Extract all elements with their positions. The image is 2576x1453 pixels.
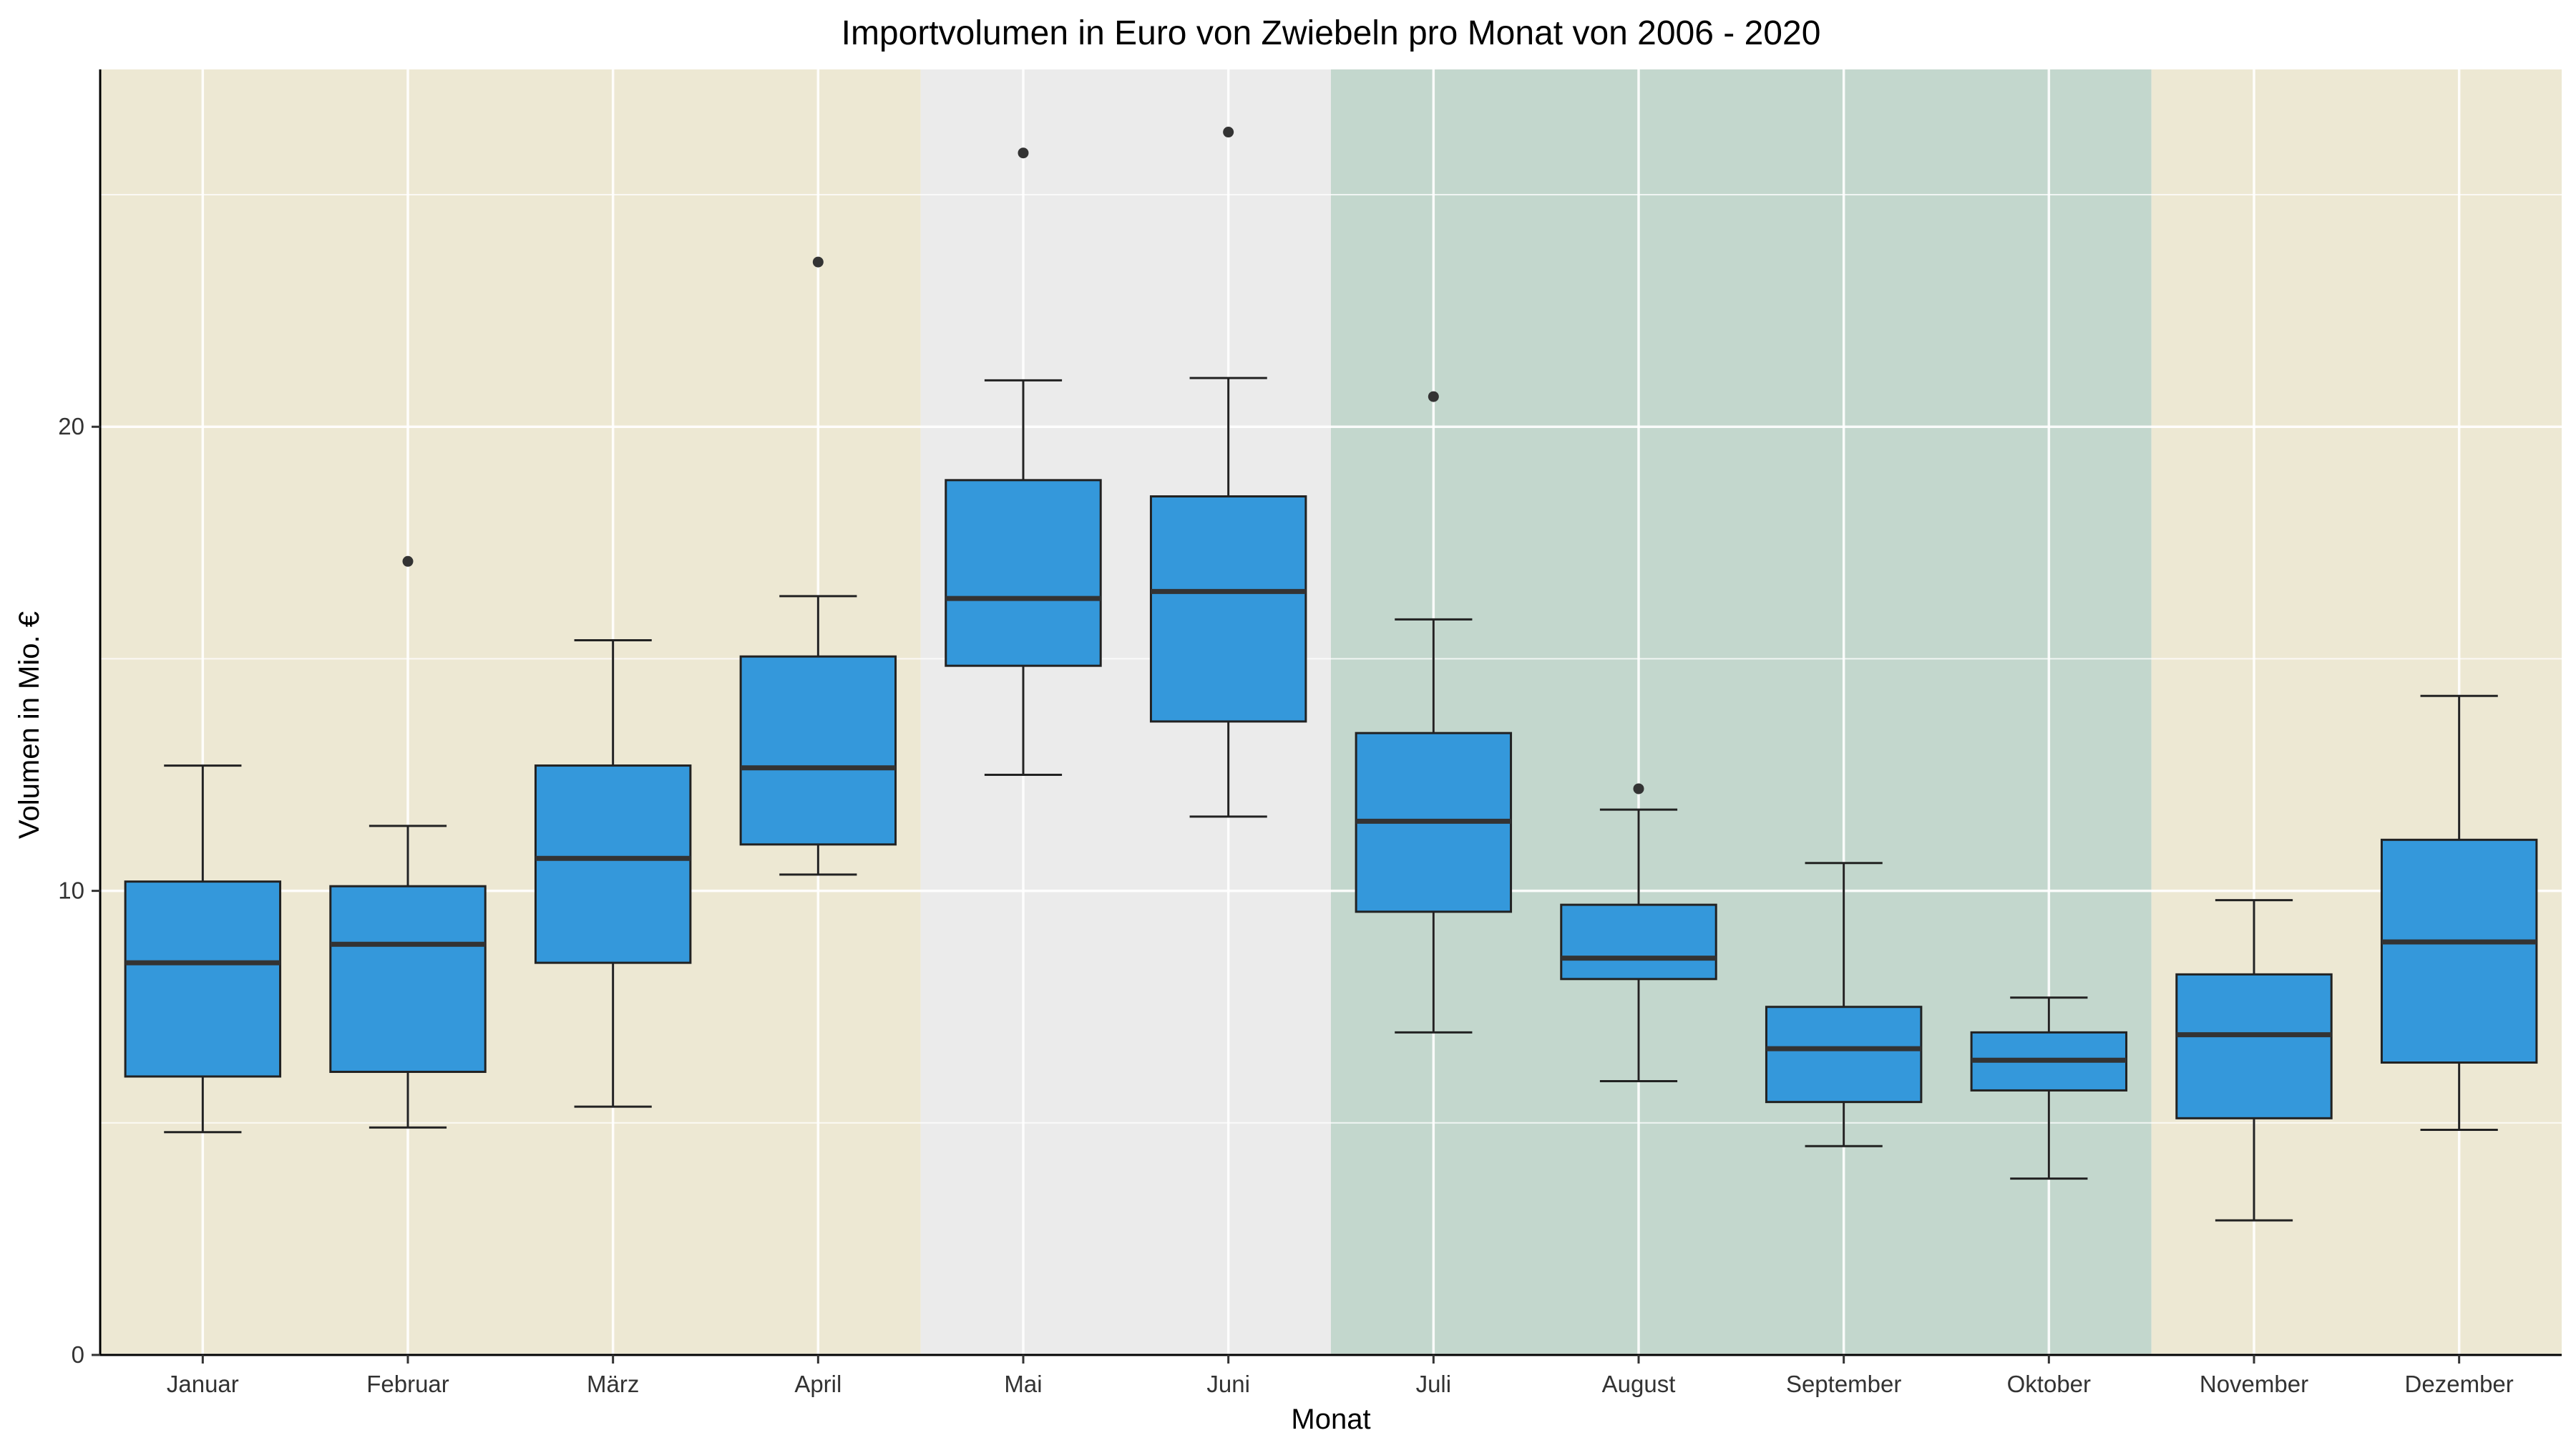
box-group-november: [2175, 899, 2333, 1222]
outlier-point: [1428, 391, 1439, 402]
y-tick-label: 0: [72, 1341, 84, 1368]
box: [2380, 838, 2538, 1064]
box-group-januar: [124, 764, 282, 1134]
season-band-4: [2151, 69, 2562, 1355]
x-tick-label: April: [794, 1371, 841, 1397]
box: [1149, 495, 1307, 723]
x-tick-label: Dezember: [2405, 1371, 2514, 1397]
x-axis-title: Monat: [1291, 1404, 1370, 1435]
box-group-august: [1560, 783, 1717, 1082]
x-tick-label: Januar: [167, 1371, 239, 1397]
x-tick-label: März: [587, 1371, 639, 1397]
x-tick-label: November: [2200, 1371, 2308, 1397]
box: [534, 764, 692, 964]
box: [945, 479, 1102, 667]
y-axis-title: Volumen in Mio. €: [14, 611, 45, 839]
outlier-point: [1018, 147, 1029, 159]
box-group-dezember: [2380, 694, 2538, 1132]
box-group-juni: [1149, 127, 1307, 818]
box-group-februar: [329, 555, 487, 1129]
x-tick-label: Juli: [1416, 1371, 1452, 1397]
outlier-point: [1633, 783, 1644, 794]
x-tick-label: September: [1786, 1371, 1901, 1397]
box: [124, 880, 282, 1078]
x-tick-label: Oktober: [2007, 1371, 2091, 1397]
chart-title: Importvolumen in Euro von Zwiebeln pro M…: [841, 14, 1821, 52]
box-group-märz: [534, 639, 692, 1108]
box: [2175, 973, 2333, 1119]
box-group-juli: [1355, 391, 1513, 1034]
box-group-oktober: [1970, 996, 2128, 1180]
x-tick-label: August: [1602, 1371, 1676, 1397]
outlier-point: [1223, 127, 1234, 138]
box: [739, 655, 897, 846]
outlier-point: [812, 256, 824, 268]
box-group-mai: [945, 147, 1102, 777]
box: [1560, 903, 1717, 981]
x-tick-label: Juni: [1206, 1371, 1250, 1397]
box-group-april: [739, 256, 897, 876]
x-tick-label: Mai: [1004, 1371, 1042, 1397]
outlier-point: [402, 555, 414, 567]
y-tick-label: 20: [58, 413, 84, 439]
box: [1765, 1006, 1923, 1104]
y-tick-label: 10: [58, 878, 84, 904]
box: [329, 885, 487, 1073]
season-band-3: [1331, 69, 2152, 1355]
box-group-september: [1765, 862, 1923, 1147]
x-tick-label: Februar: [366, 1371, 449, 1397]
